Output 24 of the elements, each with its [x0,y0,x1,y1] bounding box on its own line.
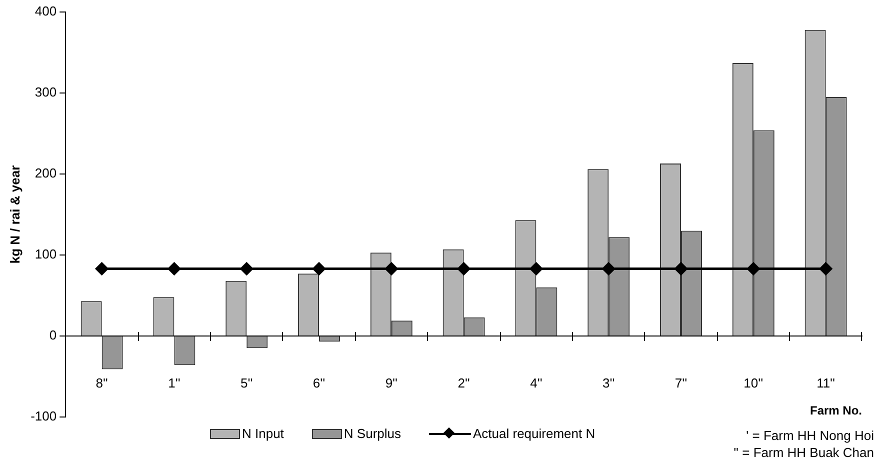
x-tick-label: 6'' [312,375,326,390]
text: ' = Farm HH Nong Hoi [745,427,874,444]
x-tick-label: 9'' [385,375,398,390]
legend-label: Actual requirement N [473,426,596,441]
y-tick-label: 100 [34,246,57,262]
x-tick-label: 4'' [530,375,542,390]
x-axis-title: Farm No. [810,403,862,418]
x-tick-label: 5'' [240,375,253,390]
legend-label: N Input [242,426,284,441]
x-tick-label: 2'' [458,375,470,390]
y-tick-label: 200 [34,166,57,181]
x-tick-label: 11'' [816,375,836,390]
x-tick-label: 1'' [168,375,180,390]
y-tick-label: -100 [30,408,57,424]
y-tick-label: 300 [34,84,57,100]
x-tick-label: 7'' [674,375,688,390]
y-axis-title: kg N / rai & year [7,165,22,264]
text: '' = Farm HH Buak Chan [734,444,874,461]
x-tick-label: 10'' [744,375,764,390]
x-tick-label: 3'' [602,375,615,390]
legend-label: N Surplus [344,426,401,441]
x-tick-label: 8'' [96,375,108,390]
y-tick-label: 400 [34,4,57,19]
y-tick-label: 0 [49,328,57,343]
